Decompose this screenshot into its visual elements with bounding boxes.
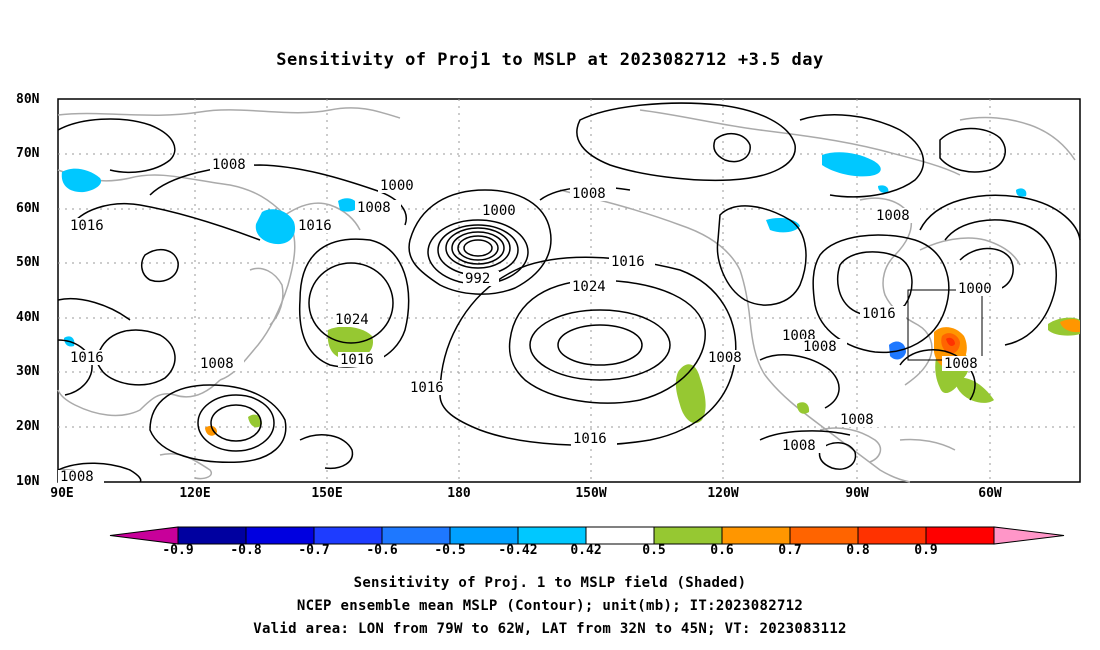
lon-label-120w: 120W [707, 486, 739, 501]
lat-label-20n: 20N [16, 419, 40, 434]
contour-label: 1000 [380, 178, 414, 194]
lat-label-80n: 80N [16, 92, 40, 107]
lat-label-70n: 70N [16, 146, 40, 161]
lat-label-40n: 40N [16, 310, 40, 325]
lat-label-30n: 30N [16, 364, 40, 379]
contour-label: 1024 [335, 312, 369, 328]
contour-label: 992 [465, 271, 490, 287]
colorbar-cell [653, 526, 723, 545]
colorbar-tick-label: -0.42 [498, 543, 538, 558]
colorbar-tick-label: 0.6 [710, 543, 734, 558]
lon-label-90e: 90E [50, 486, 74, 501]
contour-label: 1016 [573, 431, 607, 447]
contour-label: 1016 [862, 306, 896, 322]
contour-label: 1008 [803, 339, 837, 355]
contour-label: 1008 [944, 356, 978, 372]
contour-label: 1008 [708, 350, 742, 366]
colorbar-cell [381, 526, 451, 545]
lon-label-180: 180 [447, 486, 471, 501]
colorbar-tick-label: -0.8 [230, 543, 262, 558]
map-title: Sensitivity of Proj1 to MSLP at 20230827… [276, 50, 824, 70]
sensitivity-shading [61, 152, 1080, 436]
lon-label-150e: 150E [311, 486, 343, 501]
lon-label-150w: 150W [575, 486, 607, 501]
contour-label: 1008 [212, 157, 246, 173]
colorbar-tick-label: 0.5 [642, 543, 666, 558]
colorbar-cell [177, 526, 247, 545]
colorbar-tick-label: 0.7 [778, 543, 802, 558]
colorbar-cell [925, 526, 995, 545]
lon-label-120e: 120E [179, 486, 211, 501]
contour-label: 1008 [60, 469, 94, 485]
colorbar-cell [993, 526, 1065, 545]
contour-label: 1008 [200, 356, 234, 372]
contour-label: 1016 [410, 380, 444, 396]
colorbar-tick-label: 0.9 [914, 543, 938, 558]
contour-labels: 1008 1000 1016 1008 1000 992 1008 1016 1… [58, 157, 1002, 485]
colorbar-tick-label: -0.7 [298, 543, 330, 558]
caption-contour: NCEP ensemble mean MSLP (Contour); unit(… [296, 598, 804, 614]
colorbar-cell [857, 526, 927, 545]
colorbar-cell [109, 526, 179, 545]
colorbar-cell [313, 526, 383, 545]
lat-label-50n: 50N [16, 255, 40, 270]
colorbar-cell [585, 526, 655, 545]
caption-valid-area: Valid area: LON from 79W to 62W, LAT fro… [253, 621, 847, 637]
lat-label-10n: 10N [16, 474, 40, 489]
contour-label: 1016 [611, 254, 645, 270]
colorbar-tick-label: 0.8 [846, 543, 870, 558]
contour-label: 1016 [70, 218, 104, 234]
colorbar-cell [721, 526, 791, 545]
contour-label: 1008 [876, 208, 910, 224]
contour-label: 1016 [70, 350, 104, 366]
colorbar-cell [245, 526, 315, 545]
lon-label-60w: 60W [978, 486, 1002, 501]
contour-label: 1008 [840, 412, 874, 428]
coastlines [57, 107, 1076, 483]
colorbar-tick-label: 0.42 [570, 543, 602, 558]
colorbar-cell [789, 526, 859, 545]
contour-label: 1008 [782, 438, 816, 454]
lon-label-90w: 90W [845, 486, 869, 501]
colorbar-cell [517, 526, 587, 545]
contour-label: 1016 [340, 352, 374, 368]
contour-label: 1024 [572, 279, 606, 295]
contour-label: 1000 [482, 203, 516, 219]
caption-shaded: Sensitivity of Proj. 1 to MSLP field (Sh… [353, 575, 747, 591]
contour-label: 1016 [298, 218, 332, 234]
colorbar-tick-label: -0.5 [434, 543, 466, 558]
contour-label: 1008 [357, 200, 391, 216]
colorbar-cell [449, 526, 519, 545]
colorbar-tick-label: -0.6 [366, 543, 398, 558]
lat-label-60n: 60N [16, 201, 40, 216]
colorbar-tick-label: -0.9 [162, 543, 194, 558]
contour-label: 1000 [958, 281, 992, 297]
contour-label: 1008 [572, 186, 606, 202]
